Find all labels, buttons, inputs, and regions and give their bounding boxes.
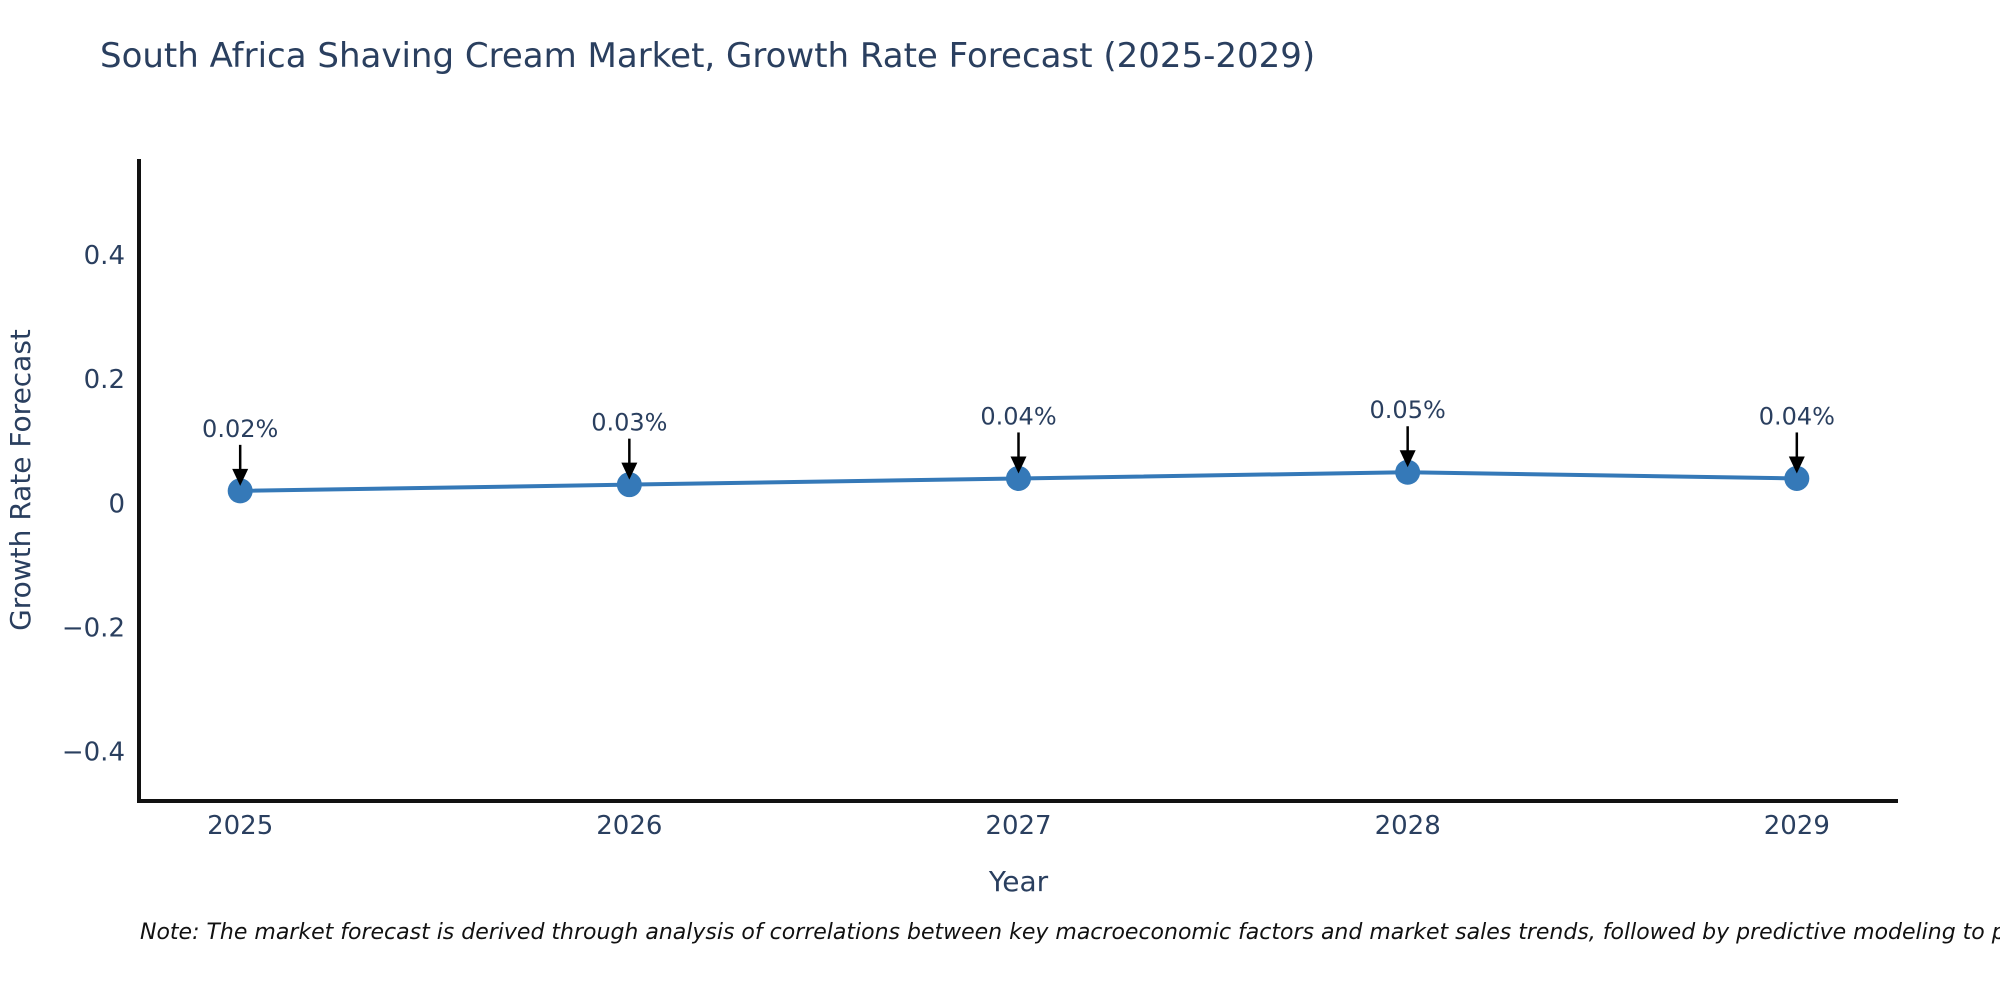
chart-note: Note: The market forecast is derived thr…	[140, 920, 2000, 945]
x-tick-label: 2025	[207, 811, 273, 841]
annotation-arrowhead	[232, 468, 249, 486]
data-label: 0.04%	[980, 402, 1056, 430]
y-tick-label: 0.4	[84, 241, 125, 271]
x-tick-label: 2028	[1375, 811, 1441, 841]
y-tick-label: 0	[108, 489, 125, 519]
y-tick-label: 0.2	[84, 365, 125, 395]
y-axis-title: Growth Rate Forecast	[4, 329, 37, 631]
data-label: 0.03%	[591, 409, 667, 437]
data-label: 0.04%	[1759, 402, 1835, 430]
x-axis-title: Year	[988, 865, 1049, 898]
data-point[interactable]	[1395, 459, 1421, 485]
annotation-arrowhead	[1788, 456, 1805, 474]
data-label: 0.02%	[202, 415, 278, 443]
data-point[interactable]	[1784, 465, 1810, 491]
data-point[interactable]	[227, 478, 253, 504]
data-point[interactable]	[1006, 465, 1031, 491]
x-tick-label: 2027	[985, 811, 1051, 841]
y-tick-label: −0.2	[62, 613, 125, 643]
y-tick-label: −0.4	[62, 737, 125, 767]
annotation-arrowhead	[621, 462, 638, 480]
x-tick-label: 2029	[1764, 811, 1830, 841]
x-tick-label: 2026	[596, 811, 662, 841]
data-label: 0.05%	[1370, 396, 1446, 424]
data-point[interactable]	[616, 472, 642, 498]
chart-title: South Africa Shaving Cream Market, Growt…	[100, 36, 1316, 76]
annotation-arrowhead	[1010, 456, 1027, 474]
annotation-arrowhead	[1399, 450, 1416, 468]
